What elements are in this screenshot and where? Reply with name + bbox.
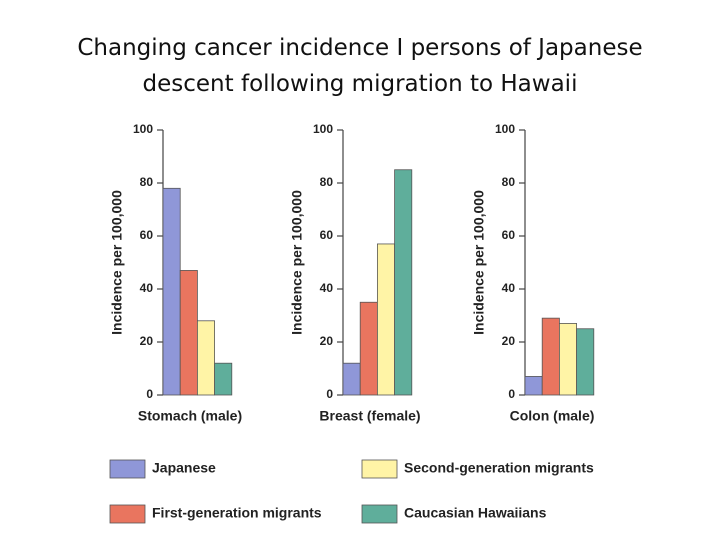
bar <box>179 270 198 396</box>
legend-label: Caucasian Hawaiians <box>404 505 547 521</box>
legend-label: Second-generation migrants <box>404 460 594 476</box>
bar <box>541 317 560 396</box>
bar <box>559 323 578 396</box>
bar <box>196 320 215 396</box>
legend-swatch <box>361 504 398 524</box>
bar <box>214 362 233 396</box>
y-tick-label: 100 <box>313 122 333 136</box>
y-tick-label: 60 <box>502 228 516 242</box>
chart-title: Changing cancer incidence I persons of J… <box>77 35 642 97</box>
y-tick-label: 20 <box>502 334 516 348</box>
y-axis-label: Incidence per 100,000 <box>289 190 305 335</box>
y-tick-label: 100 <box>133 122 153 136</box>
bar <box>162 187 181 396</box>
y-tick-label: 0 <box>146 387 153 401</box>
y-tick-label: 60 <box>320 228 334 242</box>
legend-label: First-generation migrants <box>152 505 322 521</box>
y-tick-label: 0 <box>326 387 333 401</box>
x-axis-label: Colon (male) <box>510 408 595 424</box>
y-tick-label: 80 <box>140 175 154 189</box>
bar <box>376 243 395 396</box>
bar <box>359 301 378 396</box>
y-tick-label: 100 <box>495 122 515 136</box>
y-tick-label: 0 <box>508 387 515 401</box>
legend-swatch <box>109 459 146 479</box>
y-axis-label: Incidence per 100,000 <box>471 190 487 335</box>
y-tick-label: 80 <box>320 175 334 189</box>
y-tick-label: 40 <box>140 281 154 295</box>
bar <box>342 362 361 396</box>
legend-swatch <box>361 459 398 479</box>
legend-swatch <box>109 504 146 524</box>
y-tick-label: 40 <box>502 281 516 295</box>
x-axis-label: Stomach (male) <box>138 408 242 424</box>
bar <box>576 328 595 396</box>
y-tick-label: 80 <box>502 175 516 189</box>
legend-label: Japanese <box>152 460 216 476</box>
y-tick-label: 20 <box>140 334 154 348</box>
bar <box>394 169 413 396</box>
y-tick-label: 60 <box>140 228 154 242</box>
x-axis-label: Breast (female) <box>319 408 420 424</box>
y-tick-label: 20 <box>320 334 334 348</box>
y-tick-label: 40 <box>320 281 334 295</box>
bar <box>524 376 543 396</box>
y-axis-label: Incidence per 100,000 <box>109 190 125 335</box>
